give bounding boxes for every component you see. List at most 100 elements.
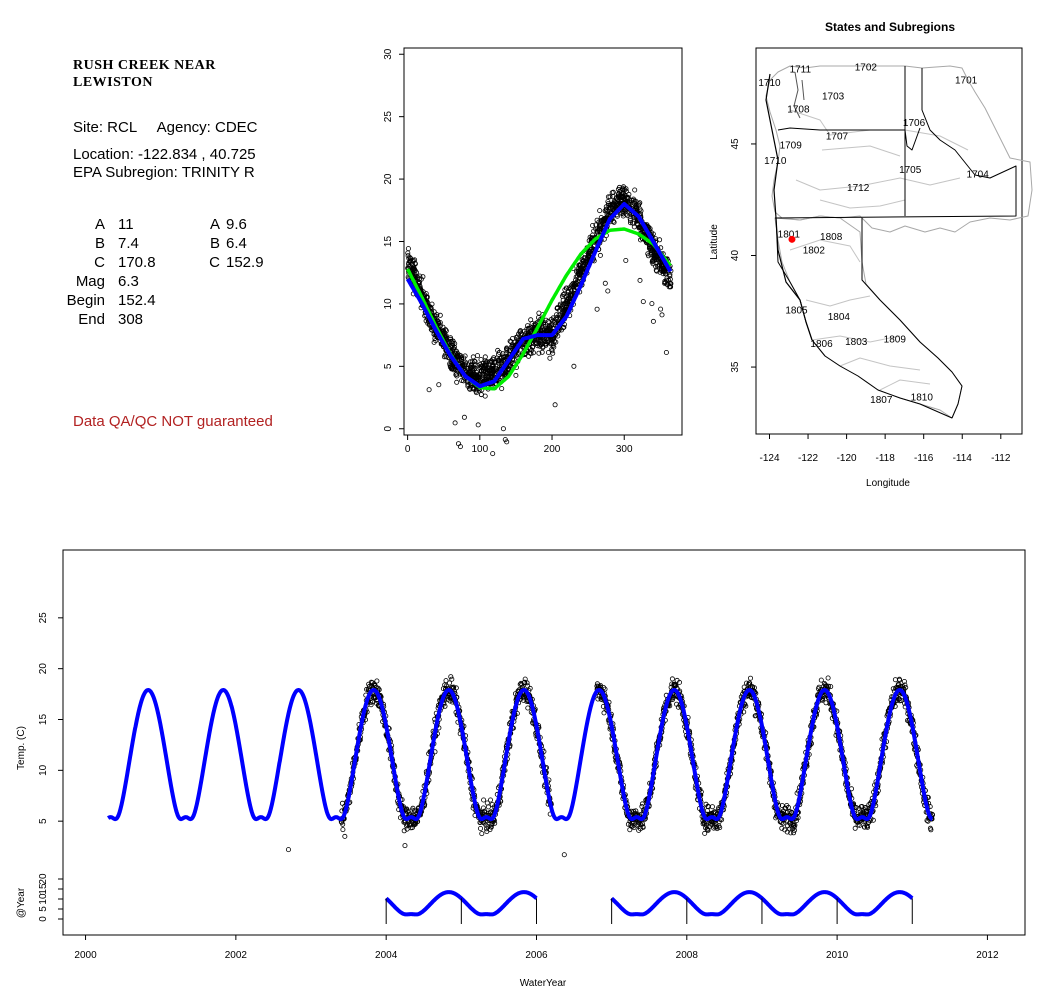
- seasonal-point: [618, 197, 624, 203]
- seasonal-point: [504, 439, 510, 445]
- observation-point: [340, 821, 346, 827]
- seasonal-point: [448, 365, 454, 371]
- seasonal-y-tick-label: 30: [383, 48, 394, 60]
- seasonal-point: [469, 372, 475, 378]
- observation-point: [527, 685, 533, 691]
- observation-point: [860, 809, 866, 815]
- green-fit-curve: [406, 227, 672, 391]
- seasonal-point: [630, 197, 636, 203]
- observation-point: [791, 824, 797, 830]
- seasonal-point: [467, 359, 473, 365]
- seasonal-point: [666, 284, 672, 290]
- seasonal-point: [622, 193, 628, 199]
- seasonal-point: [461, 414, 467, 420]
- ts-y-tick-label: 15: [38, 714, 49, 726]
- subregion-label: 1709: [780, 140, 803, 151]
- seasonal-point: [473, 388, 479, 394]
- seasonal-point: [441, 354, 447, 360]
- map-title: States and Subregions: [825, 20, 955, 34]
- seasonal-point: [622, 192, 628, 198]
- seasonal-point: [480, 376, 486, 382]
- observation-point: [630, 823, 636, 829]
- seasonal-x-tick-label: 200: [544, 444, 561, 455]
- seasonal-point: [495, 357, 501, 363]
- subregion-label: 1711: [790, 65, 812, 76]
- seasonal-point: [490, 373, 496, 379]
- param-label: End: [78, 311, 105, 328]
- seasonal-point: [549, 348, 555, 354]
- seasonal-point: [550, 343, 556, 349]
- seasonal-point: [530, 350, 536, 356]
- seasonal-point: [620, 211, 626, 217]
- seasonal-point: [458, 356, 464, 362]
- seasonal-point: [425, 320, 431, 326]
- observation-point: [870, 817, 876, 823]
- seasonal-point: [484, 371, 490, 377]
- seasonal-point: [627, 216, 633, 222]
- seasonal-point: [550, 350, 556, 356]
- seasonal-point: [615, 194, 621, 200]
- map-plot-frame: [755, 47, 1023, 435]
- observation-point: [525, 705, 531, 711]
- seasonal-point: [662, 268, 668, 274]
- seasonal-point: [499, 386, 505, 392]
- seasonal-point: [478, 356, 484, 362]
- seasonal-point: [631, 220, 637, 226]
- seasonal-point: [640, 299, 646, 305]
- seasonal-point: [596, 222, 602, 228]
- seasonal-point: [487, 365, 493, 371]
- seasonal-point: [547, 355, 553, 361]
- seasonal-point: [448, 339, 454, 345]
- seasonal-point: [472, 374, 478, 380]
- seasonal-chart: 0 100 200 300 0 5 10 15 20 25 30: [383, 47, 683, 457]
- seasonal-x-tick-label: 300: [616, 444, 633, 455]
- seasonal-point: [527, 346, 533, 352]
- observation-point: [792, 822, 798, 828]
- seasonal-point: [510, 343, 516, 349]
- subregion-label: 1810: [911, 393, 934, 404]
- seasonal-y-tick-label: 5: [383, 363, 394, 369]
- observation-point: [368, 702, 374, 708]
- seasonal-point: [607, 194, 613, 200]
- param-value: 6.3: [118, 273, 139, 290]
- observation-point: [410, 805, 416, 811]
- observation-point: [748, 675, 754, 681]
- seasonal-point: [533, 339, 539, 345]
- seasonal-point: [405, 253, 411, 259]
- seasonal-point: [651, 255, 657, 261]
- seasonal-point: [540, 341, 546, 347]
- seasonal-point: [622, 207, 628, 213]
- observation-point: [449, 676, 455, 682]
- seasonal-point: [489, 359, 495, 365]
- map-x-tick-label: -116: [914, 453, 934, 464]
- observation-point: [340, 827, 346, 833]
- map-x-tick-label: -114: [953, 453, 973, 464]
- observation-point: [785, 804, 791, 810]
- yr-y-tick-label: 0: [38, 916, 49, 922]
- seasonal-point: [590, 222, 596, 228]
- observation-point: [852, 825, 858, 831]
- seasonal-point: [405, 246, 411, 252]
- observation-point: [601, 710, 607, 716]
- observation-point: [709, 821, 715, 827]
- map-y-tick-label: 40: [730, 250, 741, 262]
- observation-point: [481, 797, 487, 803]
- seasonal-point: [534, 340, 540, 346]
- seasonal-point: [658, 306, 664, 312]
- seasonal-point: [662, 280, 668, 286]
- seasonal-point: [552, 322, 558, 328]
- seasonal-point: [594, 306, 600, 312]
- observation-point: [826, 683, 832, 689]
- param-value: 152.4: [118, 292, 156, 309]
- param-label: B: [94, 235, 105, 252]
- observation-point: [640, 821, 646, 827]
- map-boundaries: [765, 65, 1033, 419]
- seasonal-point: [443, 328, 449, 334]
- param-label: A: [94, 216, 105, 233]
- seasonal-y-tick-label: 0: [383, 426, 394, 432]
- seasonal-point: [573, 280, 579, 286]
- seasonal-point: [559, 313, 565, 319]
- param-value: 308: [118, 311, 144, 328]
- observation-point: [487, 827, 493, 833]
- seasonal-x-tick-label: 0: [405, 444, 411, 455]
